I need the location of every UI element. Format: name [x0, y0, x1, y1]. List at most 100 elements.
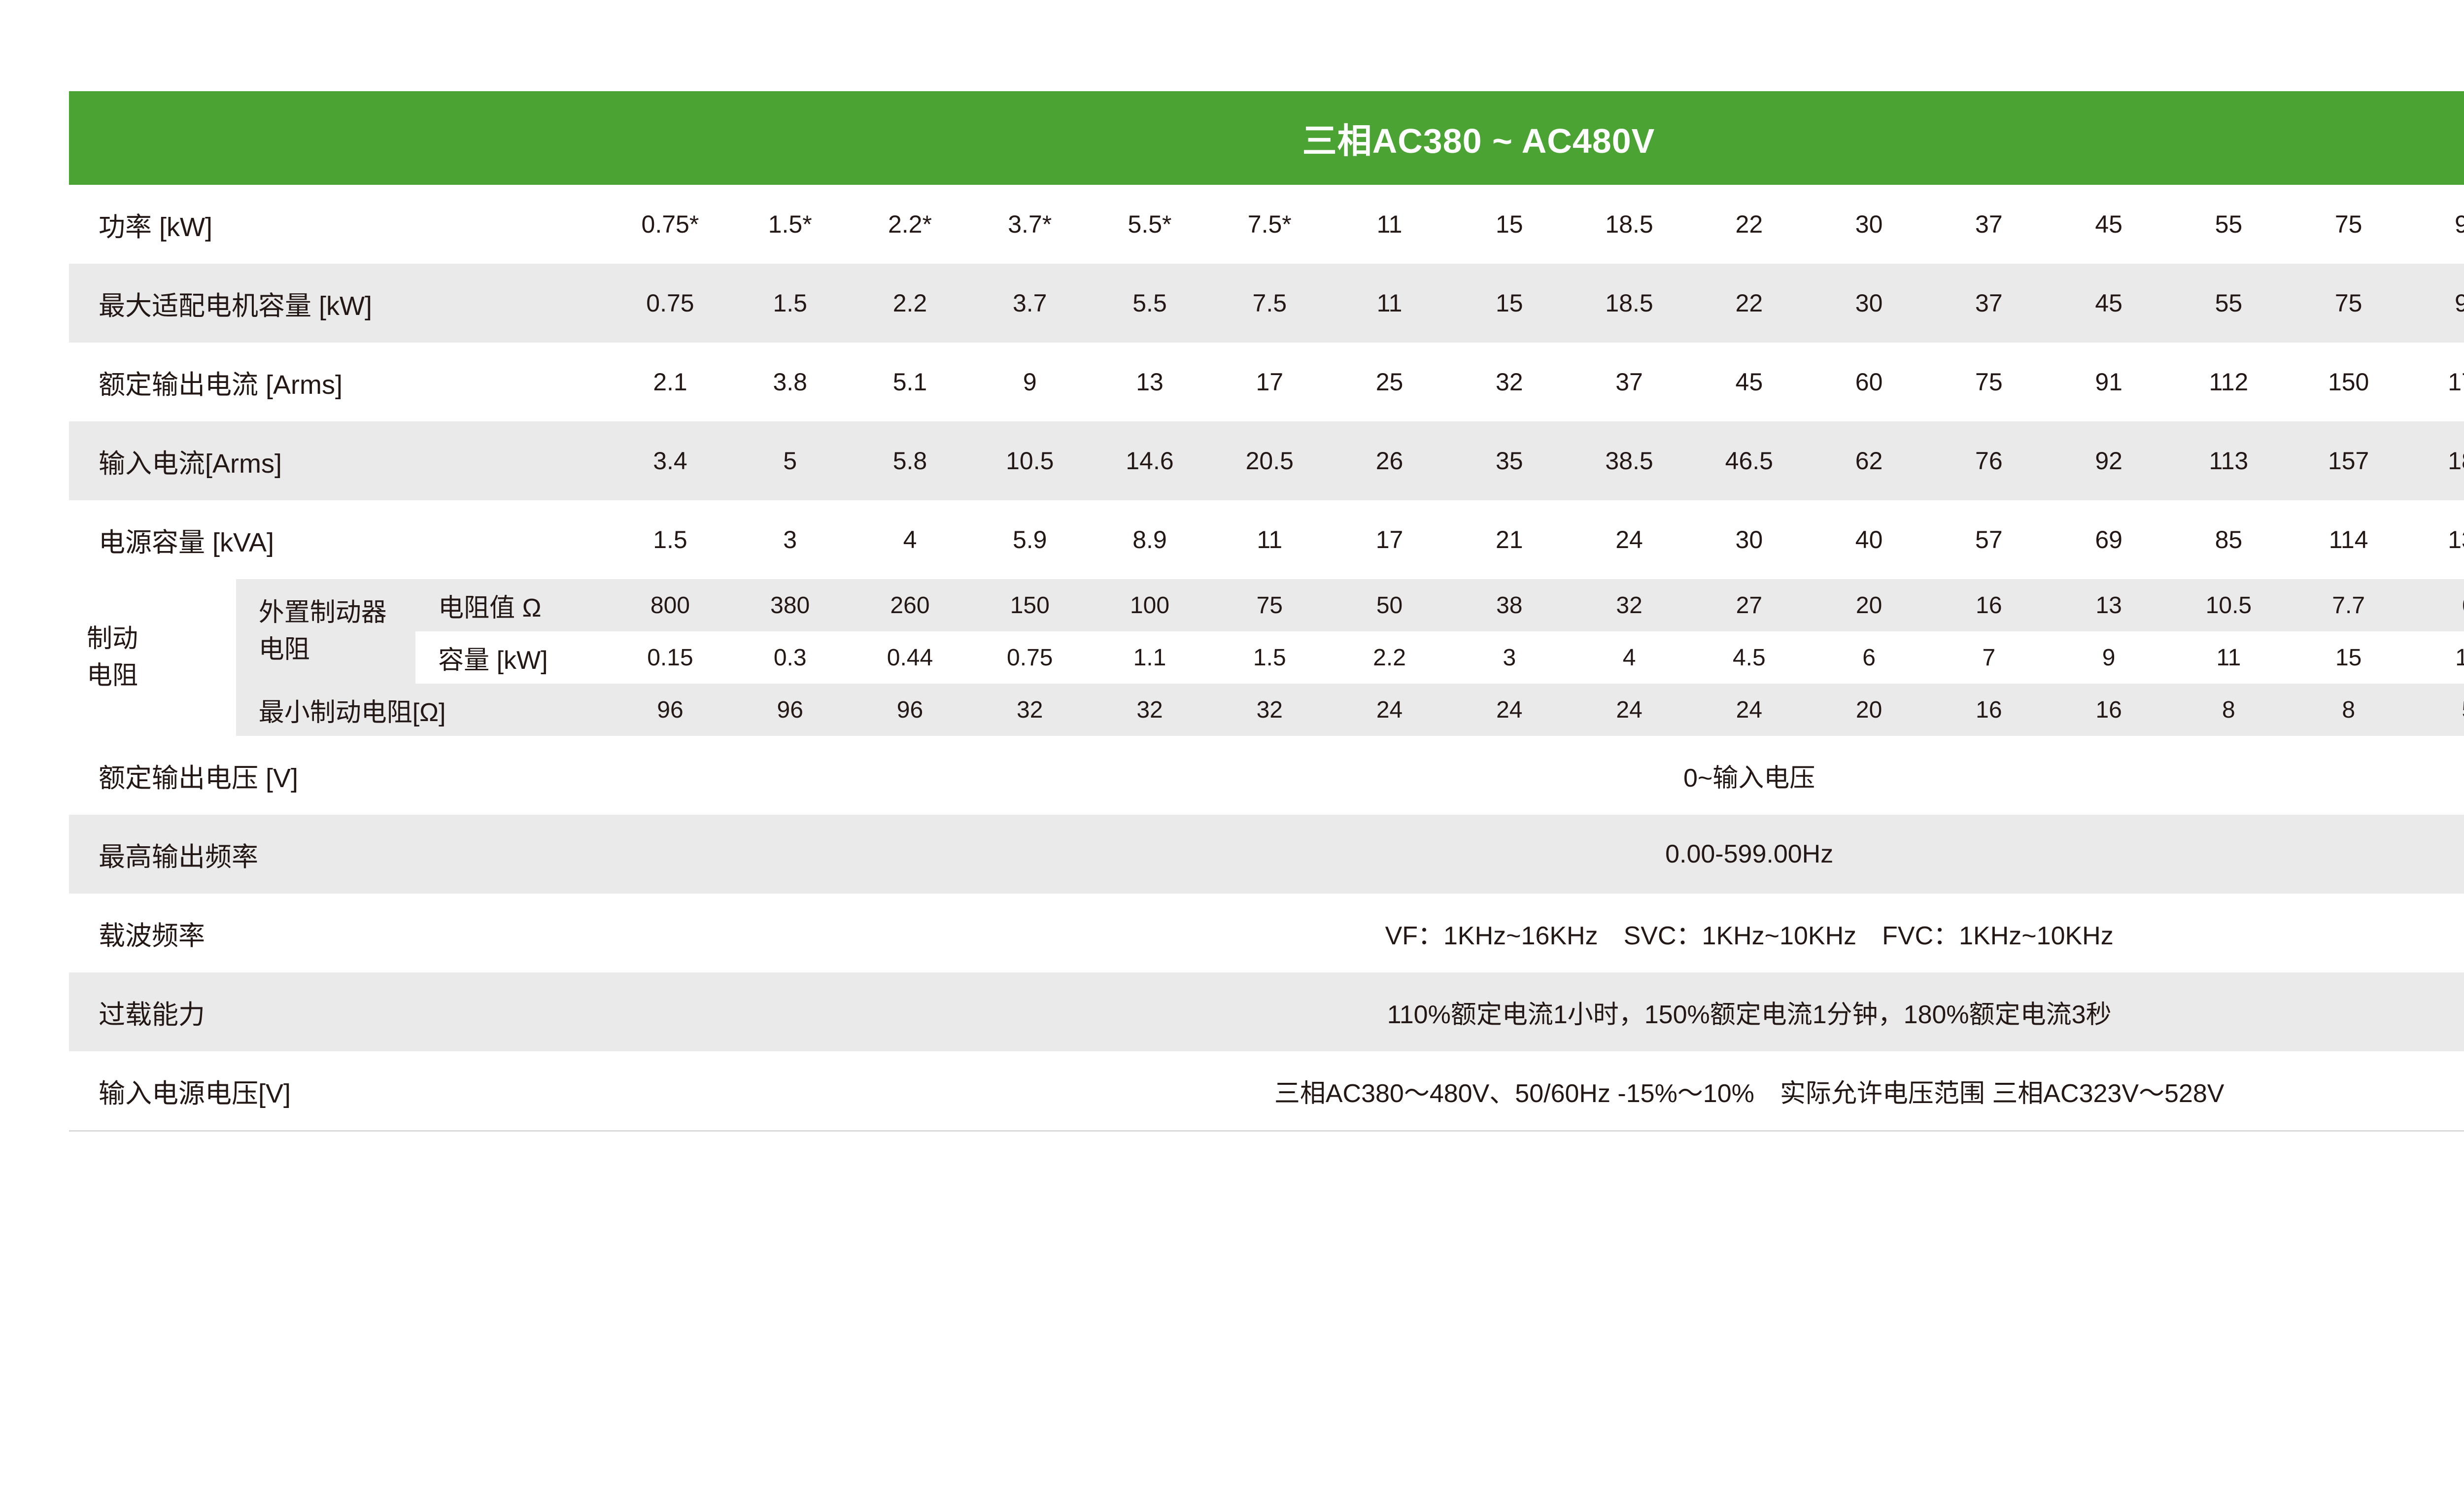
cell: 4.5 — [1732, 644, 1766, 671]
cell: 15 — [1495, 210, 1523, 238]
row-label-min-braking-resistance: 最小制动电阻[Ω] — [258, 698, 446, 727]
cell: 0.3 — [773, 644, 807, 671]
cell: 46.5 — [1725, 447, 1773, 475]
cell: 3.4 — [653, 447, 687, 475]
cell: 15 — [2335, 644, 2362, 671]
cell: 75 — [1256, 592, 1283, 619]
cell: 38.5 — [1605, 447, 1653, 475]
cell: 24 — [1616, 696, 1643, 723]
cell: 92 — [2095, 447, 2122, 475]
row-label-power: 功率 [kW] — [99, 212, 212, 242]
cell: 30 — [1855, 210, 1883, 238]
cell: 3 — [1503, 644, 1516, 671]
cell: 96 — [777, 696, 803, 723]
table-row: 电源容量 [kVA] 1.5 3 4 5.9 8.9 11 17 21 24 3… — [69, 500, 2464, 579]
cell: 4 — [903, 526, 917, 553]
cell: 22 — [1735, 289, 1763, 317]
cell: 62 — [1855, 447, 1883, 475]
cell: 75 — [2334, 289, 2362, 317]
cell: 15 — [1495, 289, 1523, 317]
cell: 1.5 — [1253, 644, 1286, 671]
cell: 2.1 — [653, 368, 687, 396]
row-label-input-power-voltage: 输入电源电压[V] — [99, 1078, 291, 1108]
cell: 7.5* — [1247, 210, 1292, 238]
cell: 150 — [1010, 592, 1050, 619]
cell: 150 — [2327, 368, 2369, 396]
table-row: 过载能力 110%额定电流1小时，150%额定电流1分钟，180%额定电流3秒 — [69, 972, 2464, 1051]
cell: 2.2 — [1373, 644, 1406, 671]
cell: 38 — [1496, 592, 1523, 619]
cell: 1.1 — [1133, 644, 1166, 671]
cell: 40 — [1855, 526, 1883, 553]
cell: 37 — [1615, 368, 1643, 396]
cell: 18 — [2455, 644, 2464, 671]
cell: 17 — [1375, 526, 1403, 553]
cell: 0.75 — [646, 289, 694, 317]
table-row: 最大适配电机容量 [kW] 0.75 1.5 2.2 3.7 5.5 7.5 1… — [69, 264, 2464, 343]
cell: 8 — [2342, 696, 2356, 723]
cell: 32 — [1256, 696, 1283, 723]
cell: 5 — [2408, 684, 2464, 736]
row-label-input-current: 输入电流[Arms] — [99, 449, 282, 479]
cell: 24 — [1615, 526, 1643, 553]
cell: 96 — [896, 696, 924, 723]
table-row: 最小制动电阻[Ω] 96 96 96 32 32 32 24 24 24 24 … — [69, 684, 2464, 736]
cell: 5.9 — [1012, 526, 1047, 553]
cell: 8 — [2222, 696, 2235, 723]
cell: 32 — [1017, 696, 1043, 723]
row-label-resistance-value: 电阻值 Ω — [438, 593, 542, 622]
cell: 114 — [2328, 526, 2368, 553]
cell: 16 — [1976, 592, 2002, 619]
cell: 7.7 — [2332, 592, 2365, 619]
cell: 134 — [2448, 526, 2464, 553]
cell: 30 — [1855, 289, 1883, 317]
cell: 37 — [1975, 210, 2003, 238]
cell: 3.7* — [1008, 210, 1052, 238]
braking-resistor-label-line1: 制动 — [87, 624, 138, 653]
cell: 24 — [1736, 696, 1763, 723]
cell: 25 — [1375, 368, 1403, 396]
cell: 21 — [1495, 526, 1523, 553]
row-label-rated-output-current: 额定输出电流 [Arms] — [99, 370, 342, 400]
cell: 2.2 — [892, 289, 927, 317]
table-row: 输入电源电压[V] 三相AC380～480V、50/60Hz -15%～10% … — [69, 1051, 2464, 1130]
row-value-carrier-frequency: VF：1KHz~16KHz SVC：1KHz~10KHz FVC：1KHz~10… — [1385, 921, 2114, 950]
cell: 7.5 — [1252, 289, 1287, 317]
cell: 20.5 — [1245, 447, 1294, 475]
external-brake-resistor-line2: 电阻 — [258, 635, 310, 664]
cell: 0.75 — [1007, 644, 1053, 671]
cell: 11 — [1376, 289, 1403, 317]
cell: 0.15 — [647, 644, 693, 671]
cell: 2.2* — [888, 210, 932, 238]
cell: 6 — [1862, 644, 1876, 671]
row-value-max-output-frequency: 0.00-599.00Hz — [1665, 840, 1834, 868]
table-row: 制动 电阻 外置制动器 电阻 电阻值 Ω 800 380 260 150 100… — [69, 579, 2464, 736]
cell: 7 — [1982, 644, 1996, 671]
cell: 18.5 — [1605, 289, 1653, 317]
cell: 1.5 — [653, 526, 687, 553]
row-group-label-braking-resistor: 制动 电阻 — [69, 579, 236, 736]
row-label-max-output-frequency: 最高输出频率 — [99, 842, 258, 872]
spec-table: 三相AC380 ~ AC480V 功率 [kW] 0.75* 1.5* 2.2*… — [69, 91, 2464, 1132]
row-label-resistor-capacity: 容量 [kW] — [438, 646, 548, 675]
cell: 260 — [890, 592, 930, 619]
cell: 180 — [2448, 447, 2464, 475]
cell: 16 — [1976, 696, 2002, 723]
cell: 30 — [1735, 526, 1763, 553]
table-row: 功率 [kW] 0.75* 1.5* 2.2* 3.7* 5.5* 7.5* 1… — [69, 185, 2464, 264]
cell: 16 — [2095, 696, 2122, 723]
cell: 5.8 — [892, 447, 927, 475]
cell: 800 — [650, 592, 690, 619]
cell: 11 — [2216, 644, 2241, 671]
braking-resistor-label-line2: 电阻 — [87, 661, 138, 690]
cell: 380 — [770, 592, 810, 619]
cell: 45 — [2095, 289, 2122, 317]
cell: 75 — [2334, 210, 2362, 238]
cell: 35 — [1495, 447, 1523, 475]
cell: 20 — [1855, 696, 1882, 723]
cell: 20 — [1855, 592, 1882, 619]
cell: 10.5 — [1006, 447, 1054, 475]
cell: 5.5* — [1128, 210, 1172, 238]
cell: 24 — [1376, 696, 1403, 723]
cell: 4 — [1622, 644, 1636, 671]
